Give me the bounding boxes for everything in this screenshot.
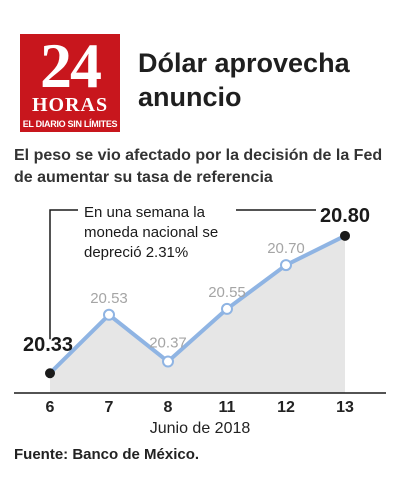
x-tick-label: 7 — [105, 399, 114, 416]
data-point — [103, 308, 115, 321]
logo-name: HORAS — [31, 94, 109, 116]
x-tick-label: 12 — [277, 399, 295, 416]
data-label: 20.70 — [267, 240, 305, 257]
data-label: 20.37 — [149, 335, 187, 352]
data-point — [221, 302, 233, 315]
x-tick-label: 6 — [46, 399, 55, 416]
data-point — [45, 368, 55, 379]
series-line — [48, 234, 346, 375]
data-point — [162, 355, 174, 368]
x-tick-label: 8 — [164, 399, 173, 416]
x-axis-label: Junio de 2018 — [149, 420, 251, 437]
x-tick-label: 11 — [219, 399, 236, 416]
data-label: 20.33 — [23, 334, 73, 356]
headline: Dólar aprovecha anuncio — [138, 48, 350, 112]
data-point — [340, 230, 350, 241]
annotation-leader-line — [49, 209, 78, 340]
data-label: 20.53 — [90, 290, 128, 307]
logo-tagline: EL DIARIO SIN LÍMITES — [22, 119, 118, 129]
logo-number: 24 — [40, 34, 102, 101]
x-tick-label: 13 — [336, 399, 354, 416]
newspaper-logo: 24 HORAS EL DIARIO SIN LÍMITES — [20, 34, 120, 132]
annotation: En una semana la moneda nacional se depr… — [82, 203, 234, 263]
subtitle: El peso se vio afectado por la decisión … — [14, 147, 383, 186]
data-point — [280, 259, 292, 272]
source-note: Fuente: Banco de México. — [14, 446, 200, 463]
chart-area-fill — [50, 235, 345, 393]
data-label: 20.55 — [208, 284, 246, 301]
data-label: 20.80 — [320, 205, 370, 227]
